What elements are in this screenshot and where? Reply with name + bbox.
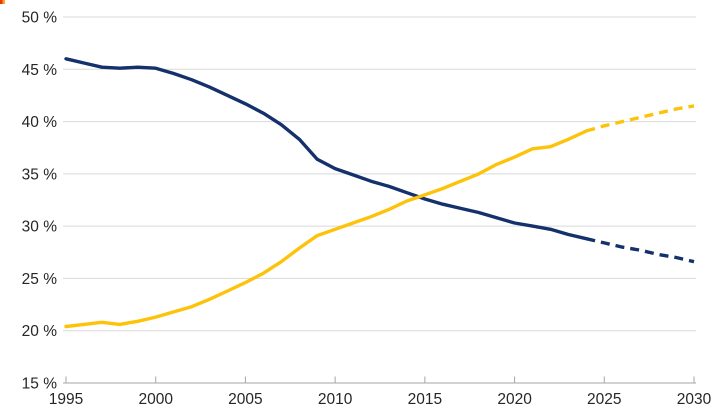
x-tick-label-2010: 2010 xyxy=(318,391,353,408)
y-tick-label-40: 40 % xyxy=(22,114,58,131)
x-tick-label-2005: 2005 xyxy=(228,391,262,408)
series-declining-share-forecast-line xyxy=(585,237,695,264)
x-tick-label-2000: 2000 xyxy=(138,391,173,408)
series-rising-share-actual-line xyxy=(64,129,588,329)
x-tick-label-2025: 2025 xyxy=(587,391,621,408)
corner-mark-decoration xyxy=(0,0,5,4)
series-declining-share-actual-line xyxy=(64,57,588,241)
y-tick-label-35: 35 % xyxy=(22,166,58,183)
y-tick-label-50: 50 % xyxy=(22,10,58,27)
x-tick-label-2030: 2030 xyxy=(677,391,712,408)
y-tick-label-25: 25 % xyxy=(22,271,58,288)
x-tick-label-2020: 2020 xyxy=(497,391,532,408)
y-tick-label-45: 45 % xyxy=(22,62,58,79)
y-tick-label-15: 15 % xyxy=(22,376,58,393)
x-tick-label-1995: 1995 xyxy=(49,391,83,408)
series-rising-share-forecast-line xyxy=(585,104,695,133)
y-tick-label-30: 30 % xyxy=(22,219,58,236)
y-tick-label-20: 20 % xyxy=(22,323,58,340)
x-tick-label-2015: 2015 xyxy=(408,391,442,408)
